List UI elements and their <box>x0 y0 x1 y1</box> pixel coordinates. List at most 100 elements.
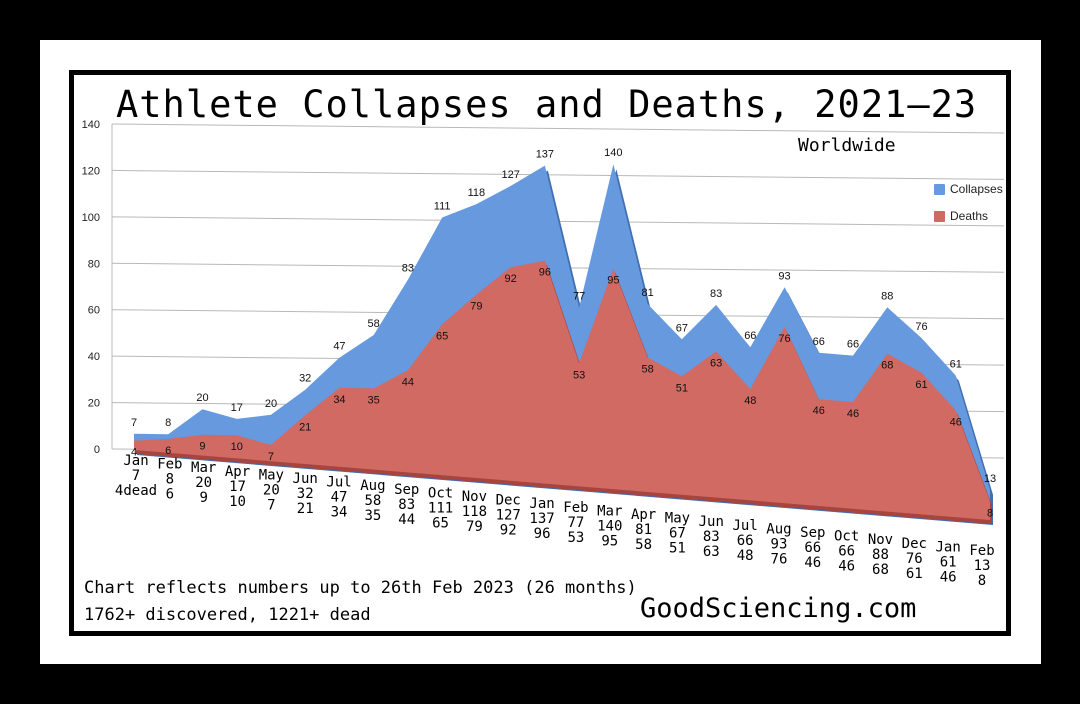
deaths-data-label: 21 <box>299 421 311 433</box>
deaths-data-label: 76 <box>778 333 790 345</box>
x-collapses-count: 47 <box>331 490 348 506</box>
collapses-data-label: 47 <box>333 341 345 353</box>
x-tick-label: Sep <box>394 482 419 498</box>
x-deaths-count: 10 <box>229 494 246 510</box>
chart-title: Athlete Collapses and Deaths, 2021—23 <box>116 83 978 126</box>
x-collapses-count: 111 <box>428 500 453 516</box>
x-deaths-count: 58 <box>635 537 652 553</box>
collapses-data-label: 13 <box>984 473 996 485</box>
deaths-data-label: 9 <box>199 441 205 453</box>
x-deaths-count: 9 <box>199 490 207 506</box>
x-collapses-count: 93 <box>771 536 788 552</box>
deaths-data-label: 68 <box>881 360 893 372</box>
x-deaths-count: 76 <box>771 551 788 567</box>
y-tick-label: 40 <box>88 351 100 363</box>
collapses-data-label: 137 <box>536 149 554 161</box>
x-deaths-count: 34 <box>331 505 348 521</box>
x-collapses-count: 118 <box>462 504 487 520</box>
x-deaths-count: 65 <box>432 515 449 531</box>
x-deaths-count: 51 <box>669 541 686 557</box>
y-tick-label: 60 <box>88 305 100 317</box>
legend-swatch-deaths <box>934 210 945 222</box>
deaths-data-label: 51 <box>676 382 688 394</box>
x-deaths-count: 92 <box>500 523 517 539</box>
deaths-data-label: 35 <box>368 394 380 406</box>
collapses-data-label: 76 <box>915 321 927 333</box>
x-collapses-count: 8 <box>166 472 174 488</box>
x-deaths-count: 6 <box>166 487 174 503</box>
x-tick-label: Nov <box>868 532 893 548</box>
x-deaths-count: 63 <box>703 544 720 560</box>
x-tick-label: Oct <box>834 529 859 545</box>
x-collapses-count: 83 <box>398 497 415 513</box>
x-collapses-count: 127 <box>496 508 521 524</box>
deaths-data-label: 10 <box>231 441 243 453</box>
y-tick-label: 140 <box>82 119 100 131</box>
y-tick-label: 100 <box>82 212 100 224</box>
x-deaths-count: 46 <box>838 559 855 575</box>
x-tick-label: Feb <box>563 500 588 516</box>
x-collapses-count: 140 <box>597 518 622 534</box>
x-collapses-count: 66 <box>838 544 855 560</box>
x-tick-label: Feb <box>969 543 994 559</box>
deaths-data-label: 6 <box>165 445 171 457</box>
x-deaths-count: 4dead <box>115 483 157 499</box>
x-collapses-count: 66 <box>804 540 821 556</box>
collapses-data-label: 8 <box>165 417 171 429</box>
collapses-data-label: 58 <box>368 318 380 330</box>
x-tick-label: Jun <box>699 514 724 530</box>
deaths-data-label: 79 <box>470 301 482 313</box>
x-tick-label: Jul <box>326 475 351 491</box>
collapses-data-label: 88 <box>881 290 893 302</box>
x-tick-label: Jul <box>732 518 757 534</box>
footnote-totals: 1762+ discovered, 1221+ dead <box>84 605 371 625</box>
deaths-data-label: 61 <box>915 379 927 391</box>
x-tick-label: Feb <box>157 457 182 473</box>
x-deaths-count: 53 <box>567 530 584 546</box>
y-tick-label: 80 <box>88 258 100 270</box>
x-deaths-count: 35 <box>364 508 381 524</box>
x-deaths-count: 79 <box>466 519 483 535</box>
x-deaths-count: 95 <box>601 533 618 549</box>
x-deaths-count: 44 <box>398 512 415 528</box>
collapses-data-label: 83 <box>710 288 722 300</box>
collapses-data-label: 20 <box>196 392 208 404</box>
x-deaths-count: 21 <box>297 501 314 517</box>
x-tick-label: Dec <box>496 493 521 509</box>
x-tick-label: Mar <box>191 460 216 476</box>
x-collapses-count: 76 <box>906 551 923 567</box>
x-tick-label: Nov <box>462 489 487 505</box>
x-collapses-count: 13 <box>974 558 991 574</box>
x-collapses-count: 81 <box>635 522 652 538</box>
x-tick-label: Jan <box>936 539 961 555</box>
x-tick-label: Aug <box>766 521 791 537</box>
x-collapses-count: 7 <box>132 468 140 484</box>
x-tick-label: Oct <box>428 485 453 501</box>
deaths-data-label: 44 <box>402 376 414 388</box>
x-tick-label: Dec <box>902 536 927 552</box>
x-collapses-count: 67 <box>669 526 686 542</box>
x-collapses-count: 20 <box>263 482 280 498</box>
collapses-data-label: 66 <box>813 336 825 348</box>
x-collapses-count: 20 <box>195 475 212 491</box>
x-tick-label: May <box>259 467 284 483</box>
x-collapses-count: 83 <box>703 529 720 545</box>
collapses-data-label: 81 <box>641 287 653 299</box>
x-tick-label: Sep <box>800 525 825 541</box>
collapses-data-label: 83 <box>402 263 414 275</box>
x-deaths-count: 96 <box>534 526 551 542</box>
legend-item-collapses: Collapses <box>934 179 1003 199</box>
x-deaths-count: 48 <box>737 548 754 564</box>
x-collapses-count: 32 <box>297 486 314 502</box>
collapses-data-label: 118 <box>468 187 486 199</box>
x-collapses-count: 66 <box>737 533 754 549</box>
legend-label-deaths: Deaths <box>950 209 989 223</box>
x-deaths-count: 68 <box>872 562 889 578</box>
collapses-data-label: 61 <box>950 359 962 371</box>
y-tick-label: 20 <box>88 398 100 410</box>
x-tick-label: Mar <box>597 503 622 519</box>
deaths-data-label: 58 <box>641 363 653 375</box>
collapses-data-label: 66 <box>744 330 756 342</box>
x-deaths-count: 8 <box>978 573 986 589</box>
